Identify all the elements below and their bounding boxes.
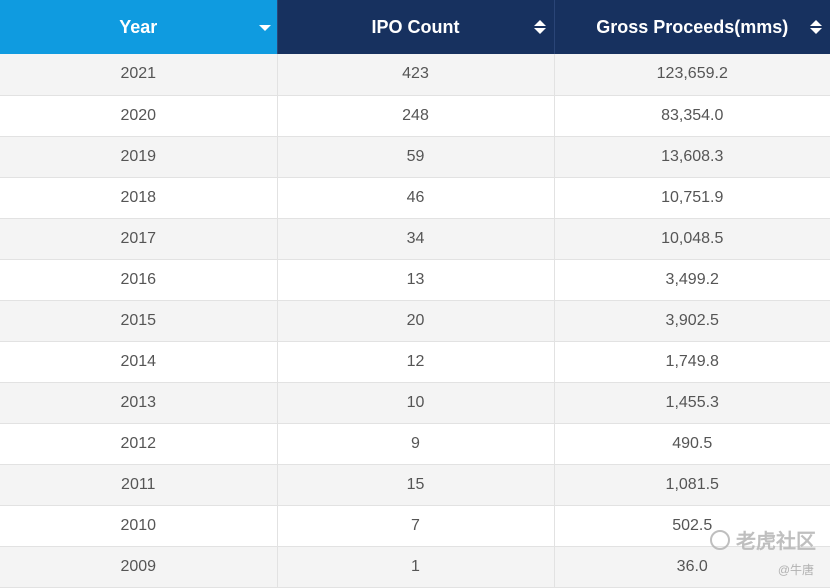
cell-gross-proceeds: 1,749.8 xyxy=(553,341,830,383)
table-row: 2019 59 13,608.3 xyxy=(0,136,830,178)
caret-down-icon[interactable] xyxy=(258,25,271,31)
cell-gross-proceeds: 36.0 xyxy=(553,546,830,588)
cell-ipo-count: 20 xyxy=(276,300,554,342)
cell-year: 2016 xyxy=(0,259,277,301)
cell-year: 2013 xyxy=(0,382,277,424)
cell-ipo-count: 9 xyxy=(276,423,554,465)
cell-year: 2018 xyxy=(0,177,277,219)
table-row: 2021 423 123,659.2 xyxy=(0,54,830,96)
cell-gross-proceeds: 3,902.5 xyxy=(553,300,830,342)
header-row: Year IPO Count Gross Proceeds(mms) xyxy=(0,0,830,54)
cell-year: 2017 xyxy=(0,218,277,260)
table-row: 2012 9 490.5 xyxy=(0,423,830,465)
column-header-gross-proceeds-label: Gross Proceeds(mms) xyxy=(596,16,789,37)
cell-gross-proceeds: 1,455.3 xyxy=(553,382,830,424)
cell-year: 2010 xyxy=(0,505,277,547)
cell-ipo-count: 13 xyxy=(276,259,554,301)
column-header-year-label: Year xyxy=(119,16,158,37)
cell-year: 2011 xyxy=(0,464,277,506)
column-header-year[interactable]: Year xyxy=(0,0,277,54)
column-header-ipo-count[interactable]: IPO Count xyxy=(276,0,554,54)
table-row: 2018 46 10,751.9 xyxy=(0,177,830,219)
cell-year: 2012 xyxy=(0,423,277,465)
table-row: 2010 7 502.5 xyxy=(0,505,830,547)
cell-ipo-count: 1 xyxy=(276,546,554,588)
column-header-ipo-count-label: IPO Count xyxy=(371,16,460,37)
cell-year: 2019 xyxy=(0,136,277,178)
table-row: 2015 20 3,902.5 xyxy=(0,300,830,342)
cell-ipo-count: 248 xyxy=(276,95,554,137)
table-row: 2009 1 36.0 xyxy=(0,546,830,588)
sort-icon[interactable] xyxy=(810,20,822,34)
table-row: 2011 15 1,081.5 xyxy=(0,464,830,506)
cell-gross-proceeds: 83,354.0 xyxy=(553,95,830,137)
cell-gross-proceeds: 490.5 xyxy=(553,423,830,465)
cell-year: 2015 xyxy=(0,300,277,342)
cell-gross-proceeds: 10,751.9 xyxy=(553,177,830,219)
cell-year: 2020 xyxy=(0,95,277,137)
cell-gross-proceeds: 1,081.5 xyxy=(553,464,830,506)
cell-year: 2014 xyxy=(0,341,277,383)
table-row: 2013 10 1,455.3 xyxy=(0,382,830,424)
cell-gross-proceeds: 3,499.2 xyxy=(553,259,830,301)
table-row: 2020 248 83,354.0 xyxy=(0,95,830,137)
cell-ipo-count: 46 xyxy=(276,177,554,219)
cell-ipo-count: 12 xyxy=(276,341,554,383)
cell-year: 2009 xyxy=(0,546,277,588)
sort-icon[interactable] xyxy=(533,20,546,34)
cell-ipo-count: 59 xyxy=(276,136,554,178)
cell-ipo-count: 10 xyxy=(276,382,554,424)
cell-ipo-count: 34 xyxy=(276,218,554,260)
column-header-gross-proceeds[interactable]: Gross Proceeds(mms) xyxy=(553,0,830,54)
cell-gross-proceeds: 502.5 xyxy=(553,505,830,547)
table-row: 2016 13 3,499.2 xyxy=(0,259,830,301)
cell-year: 2021 xyxy=(0,54,277,96)
table-row: 2017 34 10,048.5 xyxy=(0,218,830,260)
cell-gross-proceeds: 123,659.2 xyxy=(553,54,830,96)
cell-ipo-count: 15 xyxy=(276,464,554,506)
cell-gross-proceeds: 10,048.5 xyxy=(553,218,830,260)
table-row: 2014 12 1,749.8 xyxy=(0,341,830,383)
cell-gross-proceeds: 13,608.3 xyxy=(553,136,830,178)
cell-ipo-count: 423 xyxy=(276,54,554,96)
cell-ipo-count: 7 xyxy=(276,505,554,547)
